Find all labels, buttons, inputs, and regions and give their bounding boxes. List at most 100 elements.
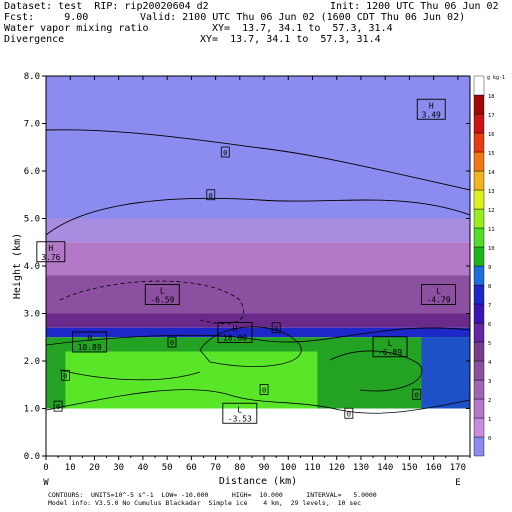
extremum-value: -6.89	[378, 348, 402, 357]
colorbar-swatch	[473, 170, 485, 191]
extremum-value: 10.89	[78, 343, 102, 352]
colorbar-swatch	[473, 322, 485, 343]
y-tick-label: 7.0	[24, 120, 40, 130]
colorbar-swatch	[473, 151, 485, 172]
colorbar-level: 12	[488, 208, 495, 214]
x-tick-label: 120	[329, 463, 345, 473]
extremum-value: 3.76	[41, 253, 60, 262]
extremum-box	[421, 284, 456, 305]
colorbar-level: 9	[488, 265, 491, 271]
colorbar-level: 5	[488, 341, 491, 347]
colorbar-level: 10	[488, 246, 495, 252]
y-axis-title: Height (km)	[12, 233, 23, 299]
colorbar-level: 0	[488, 436, 491, 442]
colorbar-swatch	[473, 379, 485, 400]
forecast-label: Fcst: 9.00	[4, 12, 89, 23]
extremum-value: -3.53	[228, 414, 252, 423]
y-tick-label: 5.0	[24, 215, 40, 225]
west-label: W	[43, 478, 49, 488]
y-axis: 0.0 1.0 2.0 3.0 4.0 5.0 6.0 7.0 8.0	[24, 72, 470, 462]
zero-label-box	[53, 400, 63, 412]
zero-label-box	[60, 369, 70, 381]
band-level-1	[46, 218, 470, 243]
x-tick-label: 130	[353, 463, 369, 473]
x-tick-label: 160	[426, 463, 442, 473]
zero-label: 0	[262, 387, 266, 395]
x-axis-title: Distance (km)	[219, 476, 297, 487]
y-tick-label: 3.0	[24, 310, 40, 320]
contour-line	[46, 197, 470, 236]
colorbar-level: 2	[488, 398, 491, 404]
y-tick-label: 6.0	[24, 167, 40, 177]
colorbar-swatch	[473, 227, 485, 248]
zero-label: 0	[63, 372, 67, 380]
extremum-box	[222, 402, 258, 424]
colorbar-level: 18	[488, 94, 495, 100]
band-level-10	[65, 351, 318, 409]
x-tick-label: 110	[304, 463, 320, 473]
field1-name: Water vapor mixing ratio	[4, 23, 149, 34]
x-tick-label: 70	[210, 463, 221, 473]
contour-line	[329, 350, 423, 392]
zero-label-box	[220, 146, 230, 158]
contour-info: CONTOURS: UNITS=10^-5 s^-1 LOW= -10.000 …	[48, 491, 377, 499]
colorbar-level: 11	[488, 227, 495, 233]
east-label: E	[455, 478, 460, 488]
y-tick-label: 0.0	[24, 452, 40, 462]
colorbar-swatch	[473, 341, 485, 362]
extremum-box	[217, 322, 253, 343]
extremum-box	[144, 284, 180, 305]
colorbar-swatch	[473, 436, 485, 457]
zero-label-box	[344, 407, 354, 419]
colorbar-swatch	[473, 398, 485, 419]
field2-xy: XY= 13.7, 34.1 to 57.3, 31.4	[200, 34, 381, 45]
zero-label-box	[206, 189, 216, 201]
init-label: Init: 1200 UTC Thu 06 Jun 02	[330, 1, 499, 12]
x-tick-label: 90	[259, 463, 270, 473]
zero-label-box	[259, 384, 269, 395]
zero-label: 0	[223, 149, 227, 157]
x-tick-label: 170	[450, 463, 466, 473]
field2-name: Divergence	[4, 34, 65, 45]
zero-label: 0	[347, 410, 351, 418]
colorbar-unit: g kg-1	[487, 75, 505, 81]
extremum-value: 3.49	[422, 110, 441, 119]
contour-line	[46, 327, 470, 346]
colorbar-swatch	[473, 303, 485, 324]
colorbar-swatch	[473, 246, 485, 267]
terrain-mask	[46, 408, 470, 456]
divergence-contours	[46, 129, 470, 414]
mixing-ratio-fill	[46, 76, 470, 409]
y-tick-label: 4.0	[24, 262, 40, 272]
colorbar-level: 15	[488, 151, 495, 157]
zero-label-box	[167, 336, 177, 348]
band-level-0	[46, 76, 470, 219]
field1-xy: XY= 13.7, 34.1 to 57.3, 31.4	[212, 23, 393, 34]
extremum-box	[36, 241, 66, 263]
extremum-kind: H	[429, 101, 434, 110]
zero-label: 0	[209, 192, 213, 200]
x-tick-label: 40	[137, 463, 148, 473]
x-tick-label: 50	[162, 463, 173, 473]
contour-labels: H3.49H3.76L-6.59L-4.79H10.89H18.00L-6.89…	[36, 98, 456, 424]
band-level-2	[46, 242, 470, 276]
y-tick-label: 1.0	[24, 405, 40, 415]
colorbar-level: 4	[488, 360, 492, 366]
colorbar-swatch	[473, 189, 485, 210]
colorbar-swatch	[473, 132, 485, 153]
y-tick-label: 8.0	[24, 72, 40, 82]
colorbar-swatch	[473, 113, 485, 134]
x-tick-label: 140	[377, 463, 393, 473]
extremum-kind: H	[233, 325, 238, 334]
colorbar-level: 6	[488, 322, 491, 328]
colorbar-level: 8	[488, 284, 491, 290]
zero-label: 0	[415, 391, 419, 399]
zero-label: 0	[170, 339, 174, 347]
extremum-kind: L	[436, 287, 441, 296]
x-tick-label: 30	[113, 463, 124, 473]
band-level-3	[46, 275, 470, 314]
colorbar-swatch	[473, 75, 485, 96]
terrain	[46, 408, 470, 456]
colorbar-level: 7	[488, 303, 491, 309]
